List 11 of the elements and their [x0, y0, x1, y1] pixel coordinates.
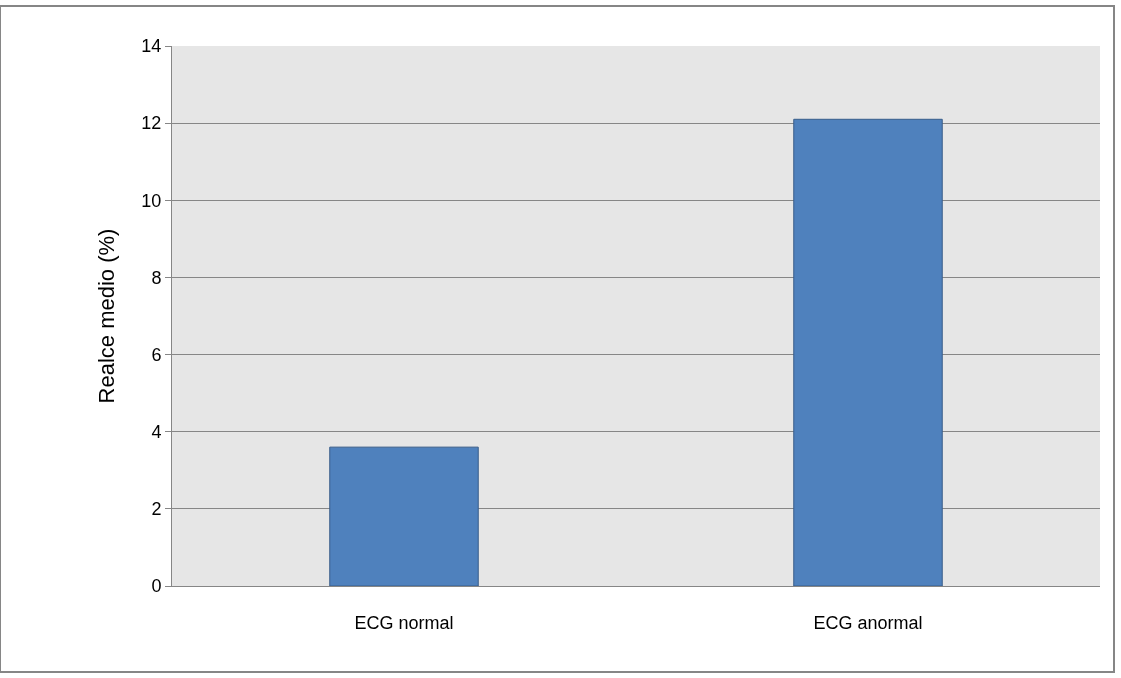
y-tick-label: 8	[151, 267, 162, 288]
y-axis-title: Realce medio (%)	[94, 228, 120, 404]
y-tick-label: 6	[151, 344, 162, 365]
y-tick-label: 14	[141, 36, 162, 57]
y-tick-label: 0	[151, 576, 162, 597]
y-tick-label: 12	[141, 113, 162, 134]
y-tick-label: 4	[151, 422, 162, 443]
y-tick-label: 10	[141, 190, 162, 211]
x-tick-label: ECG anormal	[813, 612, 923, 633]
y-tick-label: 2	[151, 499, 162, 520]
x-tick-label: ECG normal	[354, 612, 454, 633]
